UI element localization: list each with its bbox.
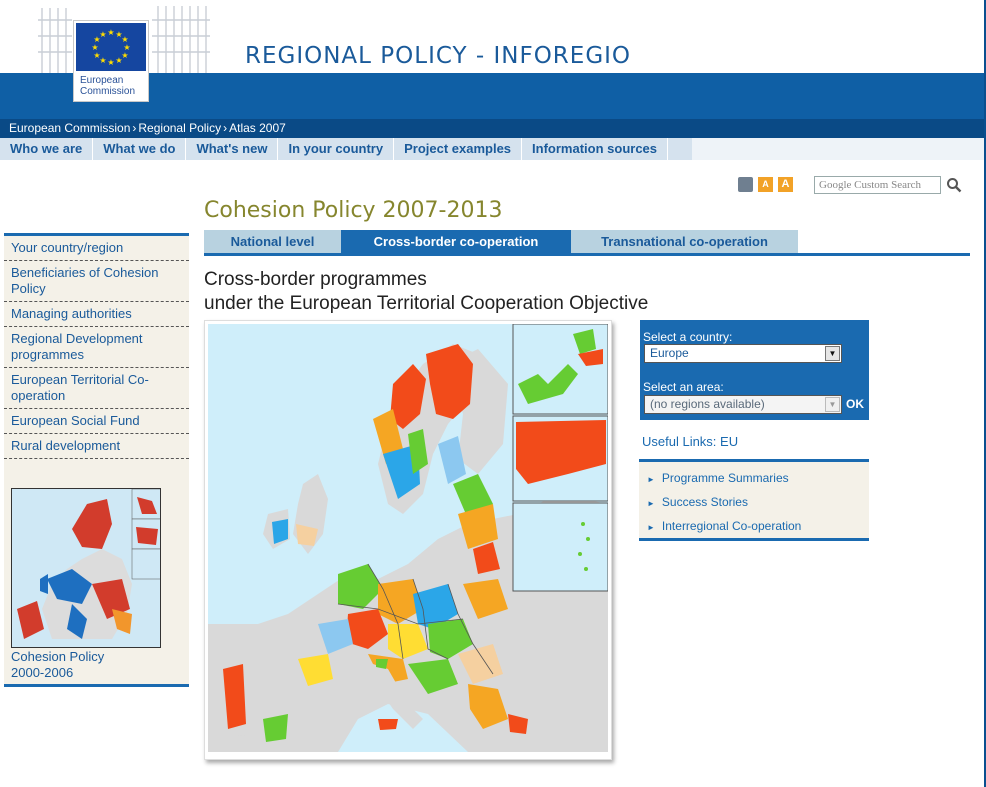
sidebar-item-your-country[interactable]: Your country/region xyxy=(4,236,189,261)
link-programme-summaries[interactable]: ► Programme Summaries xyxy=(639,467,869,491)
page-tools: A A xyxy=(738,175,793,193)
header: REGIONAL POLICY - INFOREGIO xyxy=(0,0,984,73)
logo-text-line2: Commission xyxy=(80,86,136,97)
country-select-value: Europe xyxy=(650,346,689,360)
sidebar-item-rural-development[interactable]: Rural development xyxy=(4,434,189,459)
area-select[interactable]: (no regions available) ▼ xyxy=(644,395,842,414)
sidebar-item-managing-authorities[interactable]: Managing authorities xyxy=(4,302,189,327)
sidebar-item-regional-development[interactable]: Regional Development programmes xyxy=(4,327,189,368)
page-title: Cohesion Policy 2007-2013 xyxy=(204,198,503,223)
svg-text:★: ★ xyxy=(115,30,122,39)
sidebar-item-territorial-cooperation[interactable]: European Territorial Co-operation xyxy=(4,368,189,409)
ok-button[interactable]: OK xyxy=(846,397,864,411)
breadcrumb-european-commission[interactable]: European Commission xyxy=(9,121,131,135)
menu-who-we-are[interactable]: Who we are xyxy=(0,138,94,160)
tab-bar: National level Cross-border co-operation… xyxy=(204,230,970,256)
tab-cross-border[interactable]: Cross-border co-operation xyxy=(341,230,571,253)
breadcrumb: European Commission › Regional Policy › Atla… xyxy=(0,119,984,138)
section-heading-line1: Cross-border programmes xyxy=(204,269,427,290)
country-selector-panel: Select a country: Europe ▼ Select an are… xyxy=(640,320,869,420)
section-heading-line2: under the European Territorial Cooperati… xyxy=(204,293,649,314)
europe-map-image[interactable] xyxy=(208,324,608,752)
cross-border-map[interactable] xyxy=(204,320,612,760)
country-select[interactable]: Europe ▼ xyxy=(644,344,842,363)
useful-links-title: Useful Links: EU xyxy=(642,434,739,449)
menu-whats-new[interactable]: What's new xyxy=(186,138,279,160)
svg-text:★: ★ xyxy=(121,35,128,44)
bullet-icon: ► xyxy=(647,475,655,484)
main-menu: Who we are What we do What's new In your… xyxy=(0,138,692,160)
european-commission-logo[interactable]: ★ ★ ★ ★ ★ ★ ★ ★ ★ ★ ★ ★ European Commission xyxy=(73,20,149,102)
menu-in-your-country[interactable]: In your country xyxy=(278,138,395,160)
link-success-stories[interactable]: ► Success Stories xyxy=(639,491,869,515)
font-large-icon[interactable]: A xyxy=(778,176,793,192)
menu-project-examples[interactable]: Project examples xyxy=(394,138,523,160)
chevron-right-icon: › xyxy=(132,121,137,135)
section-heading: Cross-border programmes under the Europe… xyxy=(204,268,648,316)
search-icon[interactable] xyxy=(946,177,962,193)
chevron-down-icon[interactable]: ▼ xyxy=(825,346,840,361)
tab-transnational[interactable]: Transnational co-operation xyxy=(571,230,798,253)
menu-bar-filler xyxy=(692,138,984,160)
svg-text:★: ★ xyxy=(99,56,106,65)
svg-text:★: ★ xyxy=(123,43,130,52)
link-label: Programme Summaries xyxy=(661,471,789,485)
svg-text:★: ★ xyxy=(93,51,100,60)
bullet-icon: ► xyxy=(647,499,655,508)
select-area-label: Select an area: xyxy=(643,380,724,394)
link-label: Success Stories xyxy=(661,495,748,509)
menu-what-we-do[interactable]: What we do xyxy=(93,138,187,160)
chevron-down-icon[interactable]: ▼ xyxy=(825,397,840,412)
link-label: Interregional Co-operation xyxy=(661,519,802,533)
header-band xyxy=(0,73,984,119)
sidebar-item-social-fund[interactable]: European Social Fund xyxy=(4,409,189,434)
link-interregional-cooperation[interactable]: ► Interregional Co-operation xyxy=(639,515,869,539)
sidebar-item-beneficiaries[interactable]: Beneficiaries of Cohesion Policy xyxy=(4,261,189,302)
svg-text:★: ★ xyxy=(91,43,98,52)
logo-text-line1: European xyxy=(80,75,124,86)
chevron-right-icon: › xyxy=(223,121,228,135)
cohesion-map-thumbnail[interactable] xyxy=(11,488,161,648)
site-title: REGIONAL POLICY - INFOREGIO xyxy=(245,43,632,69)
svg-text:★: ★ xyxy=(121,51,128,60)
thumbnail-caption-line1: Cohesion Policy xyxy=(11,649,105,664)
eu-flag-icon: ★ ★ ★ ★ ★ ★ ★ ★ ★ ★ ★ ★ xyxy=(76,23,146,71)
logo-text: European Commission xyxy=(80,75,135,97)
svg-text:★: ★ xyxy=(107,28,114,37)
thumbnail-caption[interactable]: Cohesion Policy 2000-2006 xyxy=(11,649,104,681)
svg-text:★: ★ xyxy=(93,35,100,44)
svg-text:★: ★ xyxy=(99,30,106,39)
bullet-icon: ► xyxy=(647,523,655,532)
area-select-value: (no regions available) xyxy=(650,397,765,411)
thumbnail-caption-line2: 2000-2006 xyxy=(11,665,74,680)
useful-links-list: ► Programme Summaries ► Success Stories ► I… xyxy=(639,459,869,541)
left-sidebar: Your country/region Beneficiaries of Coh… xyxy=(4,233,189,687)
breadcrumb-regional-policy[interactable]: Regional Policy xyxy=(138,121,222,135)
tab-national-level[interactable]: National level xyxy=(204,230,341,253)
svg-text:★: ★ xyxy=(115,56,122,65)
printer-icon[interactable] xyxy=(738,176,753,192)
search-input[interactable]: Google Custom Search xyxy=(814,176,941,194)
font-small-icon[interactable]: A xyxy=(758,176,773,192)
select-country-label: Select a country: xyxy=(643,330,733,344)
svg-text:★: ★ xyxy=(107,58,114,67)
menu-information-sources[interactable]: Information sources xyxy=(522,138,669,160)
breadcrumb-atlas: Atlas 2007 xyxy=(229,121,286,135)
